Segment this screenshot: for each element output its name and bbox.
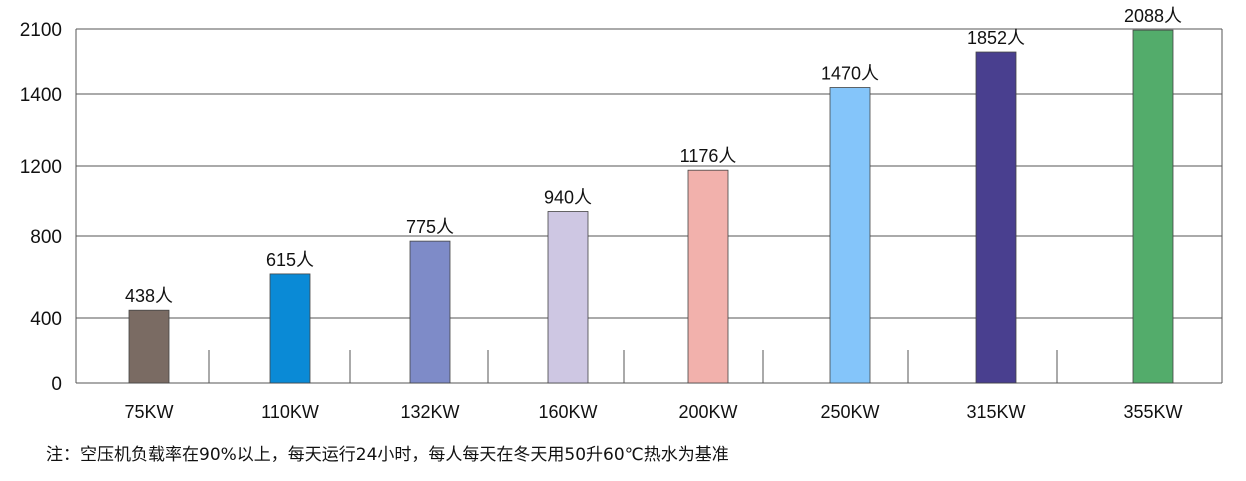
x-tick-label: 75KW	[124, 402, 173, 422]
footnote: 注：空压机负载率在90%以上，每天运行24小时，每人每天在冬天用50升60℃热水…	[46, 445, 729, 465]
x-tick-label: 250KW	[820, 402, 879, 422]
data-label: 2088人	[1124, 6, 1182, 26]
data-label: 1470人	[821, 64, 879, 84]
bar	[975, 51, 1017, 384]
bar	[547, 211, 589, 384]
bar	[128, 309, 170, 384]
bar	[409, 240, 451, 384]
y-tick-label: 1400	[20, 85, 62, 106]
x-tick-label: 200KW	[678, 402, 737, 422]
x-tick-label: 355KW	[1123, 402, 1182, 422]
y-tick-label: 1200	[20, 157, 62, 178]
bar	[1132, 29, 1174, 384]
data-label: 1852人	[967, 28, 1025, 48]
data-label: 940人	[544, 188, 592, 208]
data-label: 438人	[125, 286, 173, 306]
x-tick-label: 132KW	[400, 402, 459, 422]
data-label: 615人	[266, 250, 314, 270]
data-label: 1176人	[680, 146, 737, 166]
x-tick-label: 110KW	[261, 402, 319, 422]
y-tick-label: 400	[30, 309, 62, 330]
x-tick-label: 160KW	[538, 402, 597, 422]
bar-chart: 0 400 800 1200 1400 2100 438人 75KW 615人 110KW 775人…	[20, 6, 1223, 422]
bar	[829, 87, 871, 384]
y-tick-label: 2100	[20, 20, 62, 41]
y-tick-label: 800	[30, 227, 62, 248]
bar	[269, 273, 311, 384]
y-tick-label: 0	[51, 374, 62, 395]
x-tick-label: 315KW	[966, 402, 1025, 422]
bar	[687, 169, 729, 384]
data-label: 775人	[406, 217, 454, 237]
